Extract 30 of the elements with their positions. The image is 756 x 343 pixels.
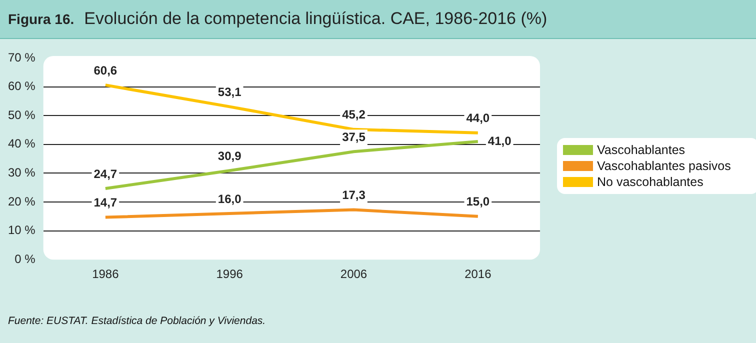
data-label: 24,7 xyxy=(94,166,118,181)
data-label: 60,6 xyxy=(94,63,118,78)
y-tick-label: 0 % xyxy=(14,252,36,266)
x-tick-label: 2016 xyxy=(464,267,492,282)
legend-label: Vascohablantes pasivos xyxy=(597,159,731,173)
y-tick-label: 40 % xyxy=(8,136,36,151)
data-label: 53,1 xyxy=(218,84,242,99)
x-tick-label: 2006 xyxy=(340,267,368,282)
data-label: 17,3 xyxy=(342,188,366,202)
x-tick-label: 1996 xyxy=(216,267,244,282)
x-tick-label: 1986 xyxy=(92,267,120,282)
y-tick-label: 10 % xyxy=(8,223,36,238)
data-label: 41,0 xyxy=(488,134,512,148)
y-tick-label: 30 % xyxy=(8,166,36,180)
chart-subtitle: Evolución de la competencia lingüística. CAE, 1986-2016 (%) xyxy=(84,9,548,29)
data-label: 16,0 xyxy=(218,192,242,206)
data-label: 45,2 xyxy=(342,108,366,122)
y-tick-label: 20 % xyxy=(8,194,36,208)
source-note: Fuente: EUSTAT. Estadística de Población y Viviendas. xyxy=(8,315,266,327)
chart-title: Figura 16. xyxy=(8,11,74,27)
data-label: 30,9 xyxy=(218,148,242,163)
legend-label: Vascohablantes xyxy=(597,143,686,157)
data-label: 15,0 xyxy=(466,194,490,209)
y-tick-label: 70 % xyxy=(8,50,36,64)
y-tick-label: 50 % xyxy=(8,108,36,122)
legend-label: No vascohablantes xyxy=(597,175,704,189)
data-label: 37,5 xyxy=(342,130,366,144)
y-tick-label: 60 % xyxy=(8,79,36,94)
data-label: 44,0 xyxy=(466,111,490,126)
data-label: 14,7 xyxy=(94,196,118,210)
